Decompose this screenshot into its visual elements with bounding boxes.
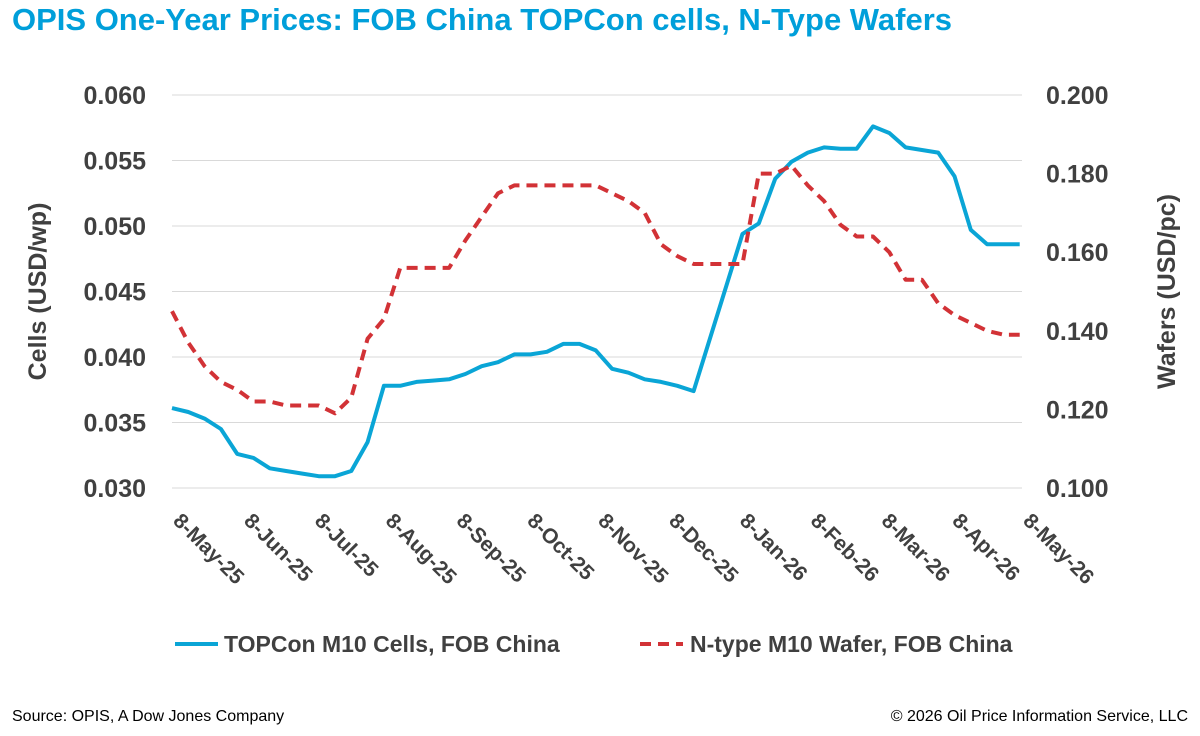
x-tick-label: 8-Jan-26: [735, 509, 812, 586]
legend: TOPCon M10 Cells, FOB China N-type M10 Wa…: [175, 631, 1013, 657]
x-tick-label: 8-Feb-26: [806, 509, 883, 586]
x-tick-label: 8-Sep-25: [452, 509, 530, 587]
axes: 0.030 0.035 0.040 0.045 0.050 0.055 0.060 0.100…: [24, 82, 1181, 589]
x-tick-label: 8-Jun-25: [239, 509, 317, 587]
copyright-note: © 2026 Oil Price Information Service, LL…: [890, 708, 1188, 725]
legend-label: TOPCon M10 Cells, FOB China: [224, 631, 560, 657]
y-left-tick-label: 0.030: [83, 475, 146, 503]
x-tick-label: 8-Nov-25: [593, 509, 672, 588]
x-tick-label: 8-May-26: [1018, 509, 1098, 589]
y-right-tick-label: 0.120: [1046, 396, 1109, 424]
y-left-tick-label: 0.045: [83, 279, 146, 307]
x-tick-label: 8-Mar-26: [877, 509, 954, 586]
y-left-axis-title: Cells (USD/wp): [24, 203, 52, 381]
y-right-tick-label: 0.180: [1046, 161, 1109, 189]
source-note: Source: OPIS, A Dow Jones Company: [12, 708, 285, 725]
x-tick-label: 8-Dec-25: [664, 509, 742, 587]
chart-title: OPIS One-Year Prices: FOB China TOPCon c…: [12, 2, 953, 37]
legend-label: N-type M10 Wafer, FOB China: [690, 631, 1013, 657]
x-tick-label: 8-May-25: [168, 509, 248, 589]
x-tick-label: 8-Aug-25: [381, 509, 461, 589]
y-left-tick-label: 0.050: [83, 213, 146, 241]
y-right-tick-label: 0.160: [1046, 239, 1109, 267]
series-lines: [170, 124, 1020, 479]
x-tick-label: 8-Jul-25: [310, 509, 383, 582]
y-right-tick-label: 0.140: [1046, 318, 1109, 346]
x-tick-label: 8-Apr-26: [948, 509, 1025, 586]
y-left-tick-label: 0.060: [83, 82, 146, 110]
x-tick-label: 8-Oct-25: [523, 509, 599, 585]
gridlines: [172, 94, 1022, 489]
y-right-tick-label: 0.100: [1046, 475, 1109, 503]
y-left-tick-label: 0.040: [83, 344, 146, 372]
wafer-price-line: [170, 163, 1020, 416]
y-left-tick-label: 0.035: [83, 410, 146, 438]
y-left-tick-label: 0.055: [83, 148, 146, 176]
cell-price-line: [171, 124, 1020, 479]
y-right-tick-label: 0.200: [1046, 82, 1109, 110]
y-right-axis-title: Wafers (USD/pc): [1153, 194, 1181, 389]
